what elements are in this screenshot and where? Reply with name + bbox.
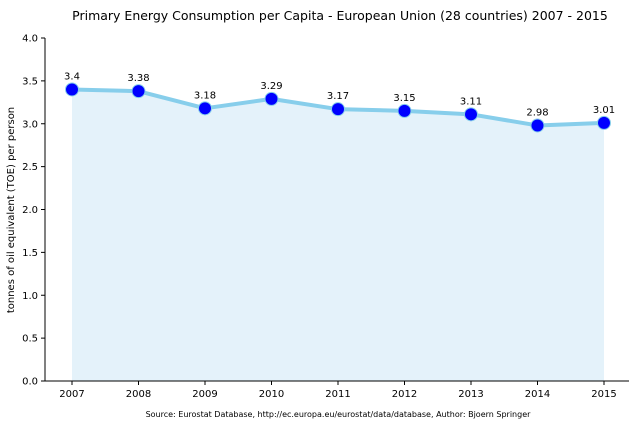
data-label: 3.01 bbox=[593, 105, 615, 116]
data-label: 3.11 bbox=[460, 96, 482, 107]
data-label: 3.29 bbox=[260, 81, 282, 92]
data-label: 2.98 bbox=[526, 107, 548, 118]
y-axis-label: tonnes of oil equivalent (TOE) per perso… bbox=[6, 107, 17, 313]
plot-area: 3.4 3.38 3.18 3.29 3.17 3.15 3.11 2.98 3.01 bbox=[64, 71, 615, 381]
data-label: 3.38 bbox=[127, 73, 149, 84]
source-annotation: Source: Eurostat Database, http://ec.eur… bbox=[146, 410, 532, 419]
data-point bbox=[264, 91, 279, 106]
x-tick-label: 2013 bbox=[458, 389, 483, 400]
data-point bbox=[530, 118, 545, 133]
x-tick-label: 2009 bbox=[192, 389, 217, 400]
y-tick-label: 3.5 bbox=[22, 76, 38, 87]
data-point bbox=[198, 101, 212, 116]
x-ticks: 2007 2008 2009 2010 2011 2012 2013 2014 2015 bbox=[59, 381, 617, 400]
area-fill bbox=[72, 89, 604, 381]
data-point bbox=[464, 107, 478, 122]
x-tick-label: 2014 bbox=[525, 389, 550, 400]
y-tick-label: 2.0 bbox=[22, 205, 38, 216]
y-tick-label: 0.5 bbox=[22, 334, 38, 345]
x-tick-label: 2012 bbox=[392, 389, 417, 400]
chart-title: Primary Energy Consumption per Capita - … bbox=[72, 8, 608, 23]
data-label: 3.15 bbox=[393, 93, 415, 104]
y-tick-label: 3.0 bbox=[22, 119, 38, 130]
data-point bbox=[597, 115, 611, 130]
data-point bbox=[131, 84, 146, 99]
data-point bbox=[65, 82, 79, 97]
data-label: 3.18 bbox=[194, 90, 216, 101]
data-label: 3.17 bbox=[327, 91, 349, 102]
y-tick-label: 1.0 bbox=[22, 291, 38, 302]
x-tick-label: 2010 bbox=[259, 389, 284, 400]
y-tick-label: 4.0 bbox=[22, 34, 38, 45]
y-ticks: 0.0 0.5 1.0 1.5 2.0 2.5 3.0 3.5 4.0 bbox=[22, 34, 45, 388]
data-point bbox=[397, 103, 412, 118]
y-tick-label: 1.5 bbox=[22, 248, 38, 259]
data-point bbox=[331, 102, 345, 117]
y-tick-label: 0.0 bbox=[22, 377, 38, 388]
x-tick-label: 2011 bbox=[325, 389, 350, 400]
x-tick-label: 2007 bbox=[59, 389, 84, 400]
y-tick-label: 2.5 bbox=[22, 162, 38, 173]
x-tick-label: 2015 bbox=[591, 389, 616, 400]
data-label: 3.4 bbox=[64, 71, 80, 82]
x-tick-label: 2008 bbox=[126, 389, 151, 400]
